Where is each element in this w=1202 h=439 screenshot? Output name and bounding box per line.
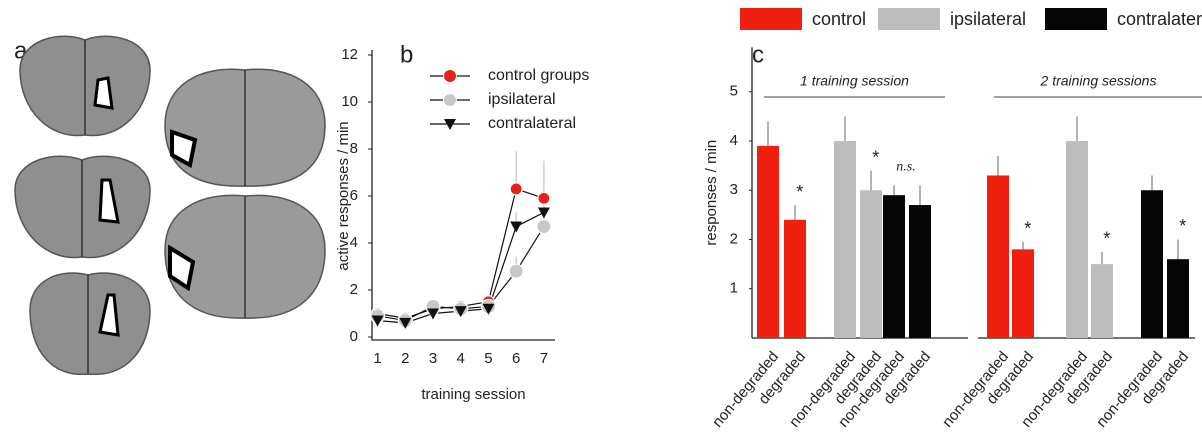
significance-star: * [1102,229,1110,249]
bar [860,190,882,338]
bar [1167,259,1189,338]
legend-label: contralateral [1117,9,1202,29]
marker [510,183,522,195]
significance-star: * [795,182,803,202]
y-tick-label: 1 [730,280,738,297]
bar [883,195,905,338]
y-tick-label: 12 [341,46,358,63]
x-tick-label: 4 [457,350,465,367]
panel-label: c [752,41,764,68]
legend-swatch [740,8,802,30]
bar [757,146,779,338]
bar [834,141,856,338]
bar [1066,141,1088,338]
x-axis-label: training session [421,386,525,403]
marker [510,222,522,233]
x-tick-label: 7 [540,350,548,367]
bar [1141,190,1163,338]
marker [538,192,550,204]
y-axis-label: responses / min [703,140,720,246]
bar [784,220,806,338]
y-tick-label: 10 [341,93,358,110]
y-tick-label: 2 [730,230,738,247]
legend-label: control groups [488,67,589,84]
y-tick-label: 4 [730,132,738,149]
marker [509,264,523,278]
x-tick-label: 1 [373,350,381,367]
legend-swatch [1045,8,1107,30]
marker [427,309,439,320]
bar [909,205,931,338]
significance-label: n.s. [896,160,915,175]
y-tick-label: 0 [350,328,358,345]
legend-label: ipsilateral [950,9,1026,29]
marker [538,207,550,218]
bar [987,175,1009,338]
bar [1091,264,1113,338]
legend-swatch [878,8,940,30]
x-tick-label: 3 [429,350,437,367]
marker [537,220,551,234]
y-tick-label: 2 [350,281,358,298]
significance-star: * [871,147,879,167]
legend-label: contralateral [488,115,576,132]
y-tick-label: 5 [730,83,738,100]
legend-marker [444,94,457,107]
legend-label: control [812,9,866,29]
brain-slice [30,273,150,374]
significance-star: * [1023,219,1031,239]
x-tick-label: 5 [484,350,492,367]
y-axis-label: active responses / min [335,121,352,270]
y-tick-label: 3 [730,181,738,198]
x-tick-label: 6 [512,350,520,367]
bar [1012,249,1034,338]
series-line [378,189,544,318]
significance-star: * [1178,216,1186,236]
group-label: 1 training session [800,73,909,89]
brain-sections [15,36,325,374]
group-label: 2 training sessions [1040,73,1157,89]
legend-marker [444,70,457,83]
legend-label: ipsilateral [488,91,556,108]
lesion [95,78,112,108]
figure: a b0246810121234567training sessionactiv… [0,0,1202,439]
panel-label: b [400,41,413,68]
x-tick-label: 2 [401,350,409,367]
